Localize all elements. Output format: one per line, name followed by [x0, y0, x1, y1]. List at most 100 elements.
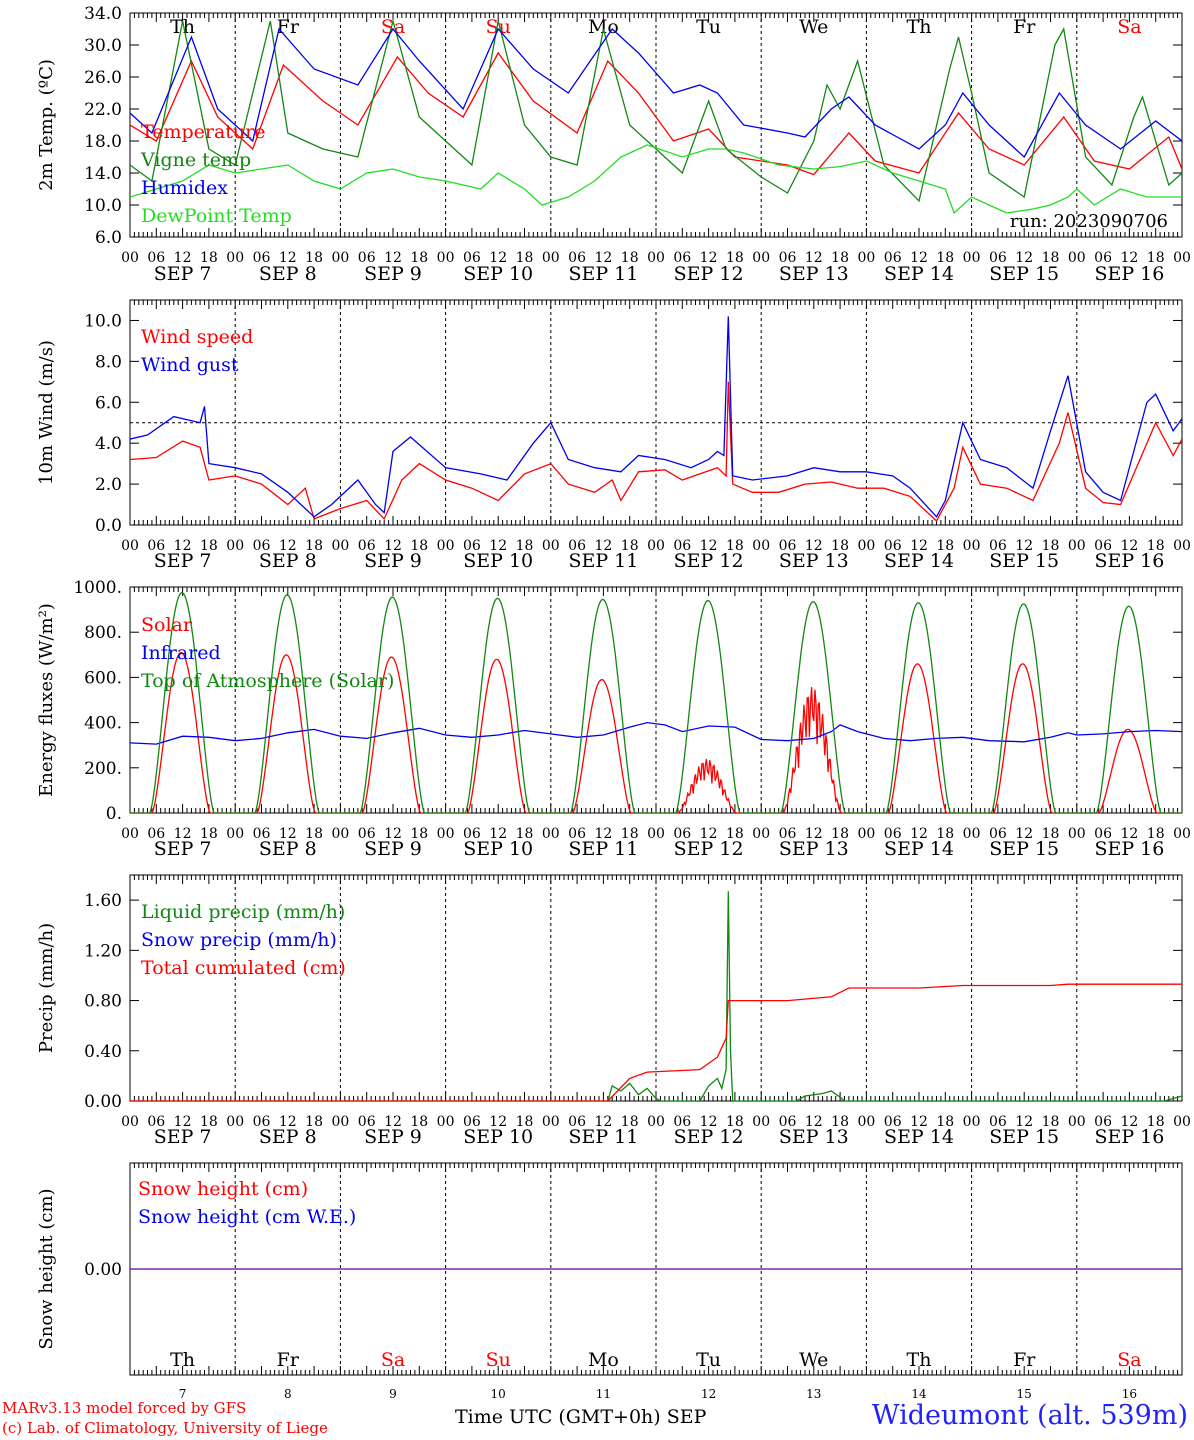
hour-label: 00	[437, 826, 455, 842]
series-line	[130, 592, 1182, 813]
hour-label: 18	[831, 538, 849, 554]
station-name: Wideumont (alt. 539m)	[871, 1400, 1188, 1431]
hour-label: 18	[410, 250, 428, 266]
hour-label: 06	[568, 538, 586, 554]
hour-label: 00	[752, 826, 770, 842]
date-label: SEP 12	[674, 838, 744, 860]
y-tick-label: 6.0	[95, 393, 122, 413]
hour-label: 00	[857, 826, 875, 842]
hour-label: 18	[1147, 1114, 1165, 1130]
y-tick-label: 1.60	[84, 891, 122, 911]
hour-label: 06	[779, 1114, 797, 1130]
legend-entry: Snow height (cm W.E.)	[138, 1206, 356, 1228]
hour-label: 12	[1015, 538, 1033, 554]
date-label: SEP 16	[1094, 550, 1164, 572]
hour-label: 00	[1173, 1114, 1191, 1130]
date-label: SEP 14	[884, 1126, 954, 1148]
x-axis-title: Time UTC (GMT+0h) SEP	[455, 1406, 706, 1428]
day-number-label: 11	[596, 1387, 611, 1401]
hour-label: 00	[331, 250, 349, 266]
hour-label: 18	[516, 250, 534, 266]
y-tick-label: 10.0	[84, 311, 122, 331]
panel-5: 0.00 Snow height (cm) Th Fr Sa Su Mo Tu We Th Fr Sa…	[36, 1162, 1183, 1401]
y-tick-label: 0.	[106, 804, 122, 824]
hour-label: 00	[331, 1114, 349, 1130]
hour-label: 06	[673, 538, 691, 554]
hour-ticks	[129, 1163, 1183, 1375]
hour-label: 06	[568, 250, 586, 266]
hour-label: 18	[621, 538, 639, 554]
weekday-label: Fr	[277, 1349, 300, 1371]
plot-frame	[129, 299, 1183, 526]
legend-entry: DewPoint Temp	[141, 205, 292, 227]
hour-label: 18	[831, 826, 849, 842]
hour-label: 00	[752, 250, 770, 266]
credit-line-1: MARv3.13 model forced by GFS	[2, 1399, 247, 1417]
hour-label: 06	[253, 826, 271, 842]
hour-label: 18	[1042, 250, 1060, 266]
hour-label: 00	[121, 1114, 139, 1130]
hour-label: 06	[884, 826, 902, 842]
day-number-label: 13	[806, 1387, 821, 1401]
hour-label: 12	[1120, 826, 1138, 842]
hour-label: 18	[1147, 826, 1165, 842]
date-label: SEP 16	[1094, 1126, 1164, 1148]
hour-label: 06	[147, 1114, 165, 1130]
hour-label: 18	[410, 826, 428, 842]
series-line	[130, 891, 1182, 1101]
weekday-label: Fr	[1013, 16, 1036, 38]
hour-label: 18	[200, 538, 218, 554]
hour-label: 12	[1015, 250, 1033, 266]
y-tick-label: 18.0	[84, 132, 122, 152]
hour-label: 00	[647, 1114, 665, 1130]
hour-label: 06	[463, 250, 481, 266]
hour-label: 00	[437, 250, 455, 266]
hour-label: 06	[884, 250, 902, 266]
legend-entry: Snow height (cm)	[138, 1178, 308, 1200]
hour-label: 18	[726, 826, 744, 842]
date-label: SEP 9	[364, 838, 422, 860]
hour-label: 00	[857, 538, 875, 554]
weekday-label: Sa	[381, 1349, 405, 1371]
hour-label: 12	[1120, 538, 1138, 554]
hour-label: 18	[621, 826, 639, 842]
hour-label: 00	[437, 538, 455, 554]
y-axis-label: 2m Temp. (ºC)	[36, 59, 57, 191]
y-tick-label: 6.0	[95, 228, 122, 248]
weekday-label: Fr	[277, 16, 300, 38]
hour-label: 12	[489, 826, 507, 842]
weekday-label: Th	[170, 16, 195, 38]
hour-label: 06	[989, 538, 1007, 554]
day-number-label: 9	[389, 1387, 397, 1401]
hour-label: 18	[726, 250, 744, 266]
hour-label: 18	[305, 538, 323, 554]
day-number-label: 16	[1122, 1387, 1137, 1401]
series-line	[130, 381, 1182, 522]
hour-label: 06	[568, 826, 586, 842]
date-label: SEP 10	[463, 550, 533, 572]
hour-label: 06	[463, 538, 481, 554]
series-line	[130, 18, 1182, 203]
hour-label: 12	[910, 826, 928, 842]
hour-label: 00	[647, 250, 665, 266]
hour-label: 18	[1147, 538, 1165, 554]
series-line	[130, 651, 1182, 813]
date-label: SEP 10	[463, 263, 533, 285]
date-label: SEP 9	[364, 263, 422, 285]
hour-label: 00	[1173, 538, 1191, 554]
hour-label: 12	[279, 538, 297, 554]
hour-label: 06	[358, 250, 376, 266]
hour-label: 00	[226, 250, 244, 266]
date-label: SEP 10	[463, 838, 533, 860]
y-tick-label: 600.	[84, 668, 122, 688]
plot-frame	[129, 12, 1183, 238]
hour-label: 12	[700, 1114, 718, 1130]
y-tick-label: 0.80	[84, 992, 122, 1012]
hour-label: 06	[673, 826, 691, 842]
hour-label: 12	[594, 826, 612, 842]
panel-3: 0. 200. 400. 600. 800. 1000. Energy fluxes (W/…	[36, 578, 1191, 860]
hour-label: 06	[1094, 538, 1112, 554]
legend-entry: Snow precip (mm/h)	[141, 929, 337, 951]
legend-entry: Solar	[141, 614, 193, 636]
